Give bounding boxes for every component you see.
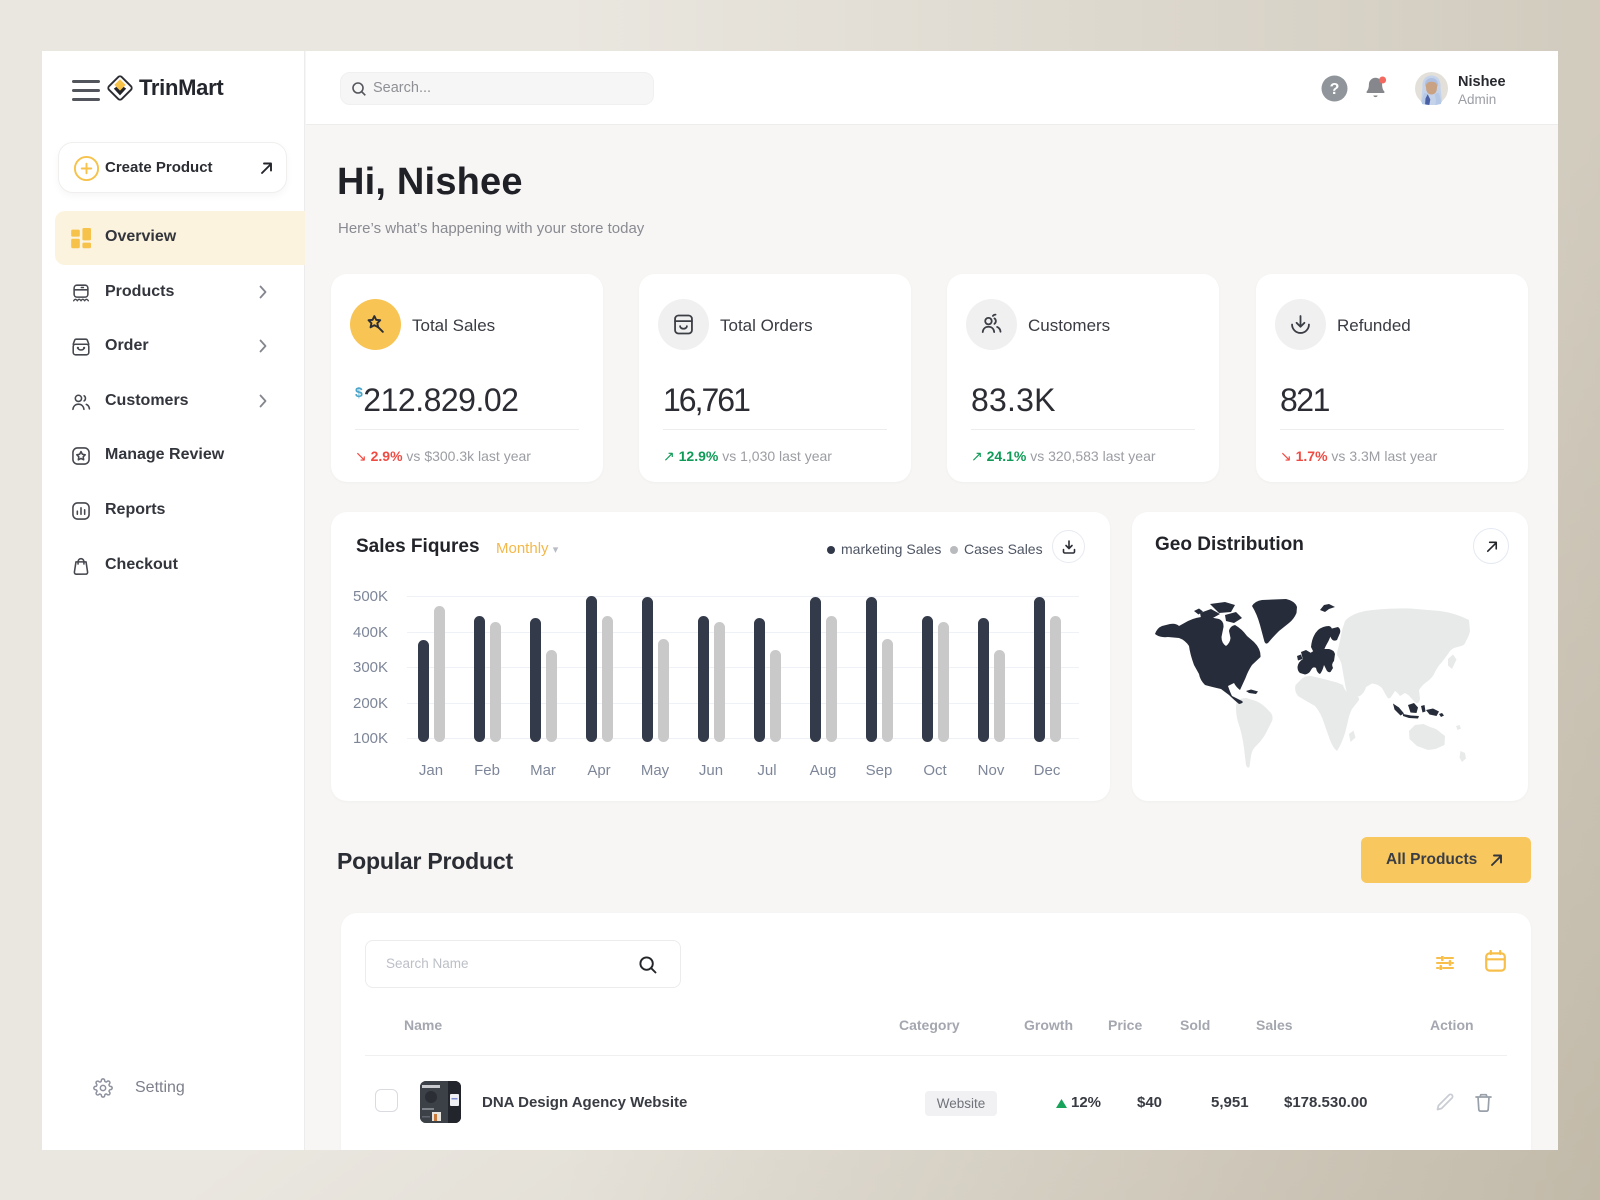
svg-text:?: ?	[1330, 81, 1340, 98]
